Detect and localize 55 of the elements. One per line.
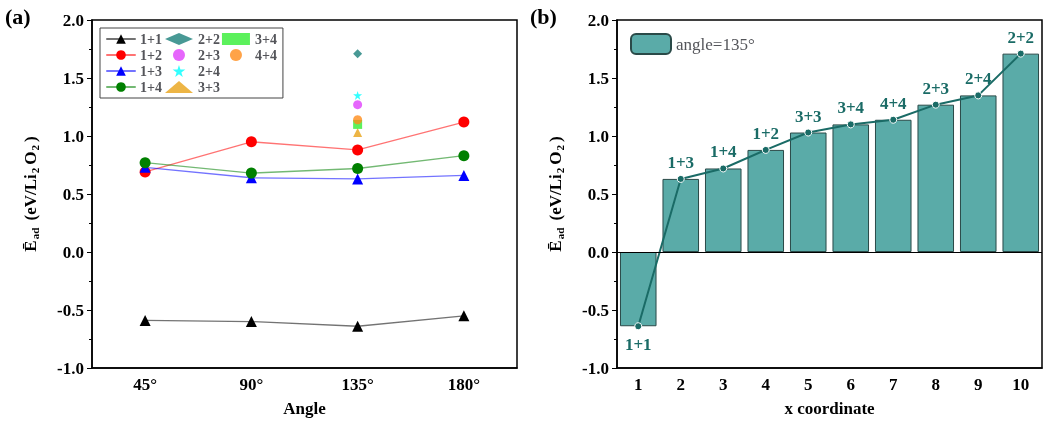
y-tick-label: 2.0 [62,10,84,30]
annotation: 3+4 [837,98,865,118]
legend-label: 2+3 [197,47,220,63]
x-tick-label: 9 [974,375,983,394]
annotation: 1+2 [752,123,780,143]
legend-label: angle=135° [676,34,755,54]
annotation: 2+2 [1007,27,1035,47]
x-tick-label: 3 [719,375,728,394]
legend-label: 1+4 [140,79,162,95]
chart-title: (b) [530,3,557,29]
legend-label: 1+3 [140,63,162,79]
y-tick-label: 1.0 [62,126,84,146]
legend-label: 3+4 [254,31,277,47]
x-tick-label: 2 [676,375,685,394]
y-tick-label: 0.0 [62,242,84,262]
x-tick-label: 7 [889,375,898,394]
y-tick-label: -1.0 [57,358,84,378]
legend-label: 2+2 [197,31,220,47]
annotation: 1+3 [667,152,695,172]
x-tick-label: 5 [804,375,813,394]
x-tick-label: 180° [447,375,481,394]
annotation: 1+1 [624,335,652,355]
y-axis-title: Ēad (eV/Li2O2) [546,136,566,252]
legend-label: 1+2 [140,47,162,63]
annotation: 1+4 [709,142,738,162]
y-tick-label: 0.0 [587,242,609,262]
annotation: 2+4 [964,69,993,89]
x-tick-label: 90° [239,375,264,394]
x-tick-label: 6 [846,375,855,394]
chart-title: (a) [5,3,31,29]
y-tick-label: 0.5 [587,184,609,204]
x-axis-title: Angle [283,399,327,418]
x-tick-label: 1 [634,375,643,394]
legend-label: 3+3 [197,79,220,95]
legend-label: 2+4 [197,63,220,79]
y-axis-title: Ēad (eV/Li2O2) [21,136,41,252]
x-tick-label: 45° [133,375,158,394]
x-tick-label: 10 [1012,375,1030,394]
annotation: 3+3 [794,106,822,126]
y-tick-label: -0.5 [57,300,84,320]
x-tick-label: 8 [931,375,940,394]
legend-label: 4+4 [254,47,277,63]
y-tick-label: 2.0 [587,10,609,30]
annotation: 2+3 [922,78,950,98]
x-tick-label: 135° [341,375,374,394]
x-axis-title: x coordinate [784,399,876,418]
y-tick-label: 1.0 [587,126,609,146]
y-tick-label: 1.5 [587,68,609,88]
legend-label: 1+1 [140,31,162,47]
y-tick-label: 0.5 [62,184,84,204]
y-tick-label: 1.5 [62,68,84,88]
y-tick-label: -0.5 [582,300,609,320]
x-tick-label: 4 [761,375,771,394]
annotation: 4+4 [879,93,908,113]
y-tick-label: -1.0 [582,358,609,378]
